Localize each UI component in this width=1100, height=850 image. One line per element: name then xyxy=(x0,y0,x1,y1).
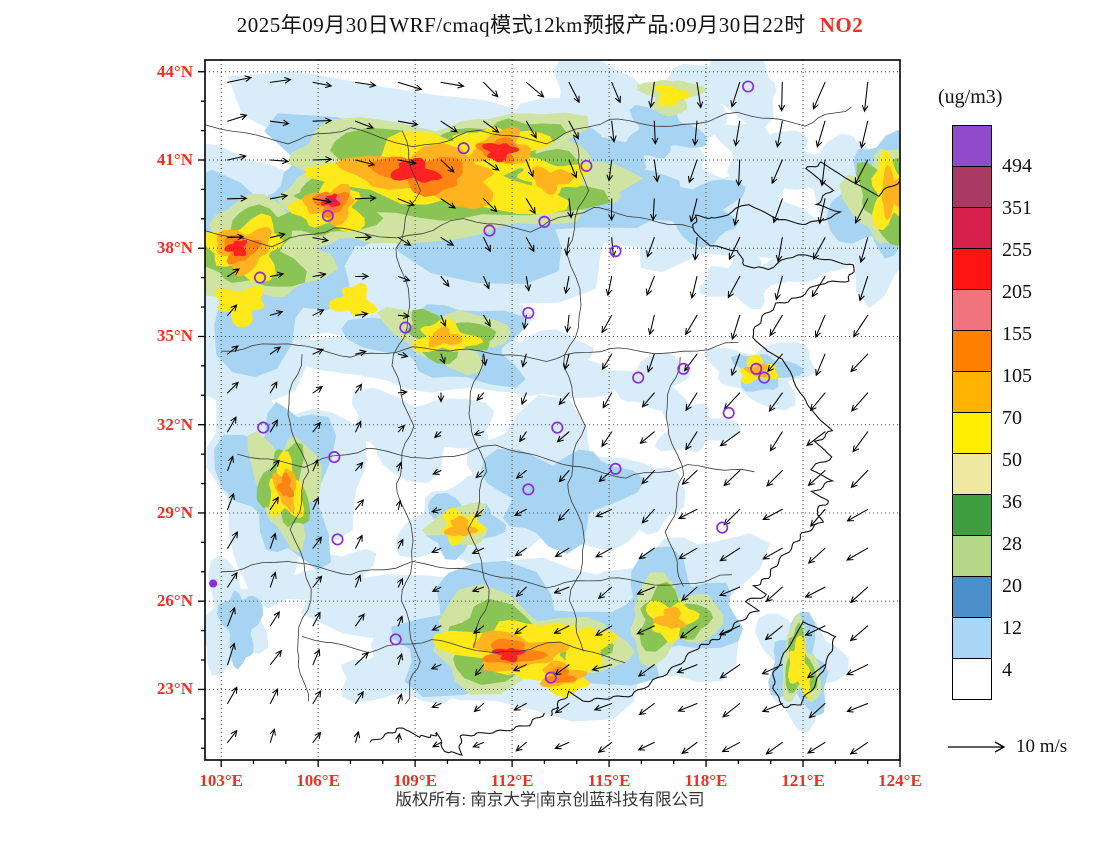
legend-value-label: 155 xyxy=(1002,323,1032,345)
lon-tick-label: 115°E xyxy=(587,771,631,790)
legend: (ug/m3) 494 351 255 205 155 105 70 50 36 28 20 12 4 xyxy=(938,86,1100,700)
legend-color-box xyxy=(952,412,992,454)
lon-tick-label: 121°E xyxy=(781,771,825,790)
legend-color-box xyxy=(952,371,992,413)
lon-tick-label: 112°E xyxy=(490,771,534,790)
axis-ticks xyxy=(198,71,901,767)
legend-unit-label: (ug/m3) xyxy=(938,86,1003,108)
lat-tick-label: 35°N xyxy=(156,326,193,346)
lat-tick-label: 41°N xyxy=(156,150,193,169)
legend-color-box xyxy=(952,617,992,659)
title-text: 2025年09月30日WRF/cmaq模式12km预报产品:09月30日22时 xyxy=(236,13,806,37)
legend-color-box xyxy=(952,330,992,372)
coastlines xyxy=(369,161,900,760)
legend-color-box xyxy=(952,289,992,331)
wind-reference-label: 10 m/s xyxy=(1016,736,1068,757)
legend-value-label: 50 xyxy=(1002,449,1022,471)
legend-color-box xyxy=(952,248,992,290)
page-title: 2025年09月30日WRF/cmaq模式12km预报产品:09月30日22时 N… xyxy=(0,9,1100,39)
lat-tick-label: 29°N xyxy=(156,502,193,522)
legend-value-label: 70 xyxy=(1002,407,1022,429)
legend-color-box xyxy=(952,658,992,700)
lat-tick-label: 23°N xyxy=(156,679,193,699)
legend-color-box xyxy=(952,125,992,167)
wind-arrows xyxy=(227,75,869,755)
lat-tick-label: 26°N xyxy=(156,591,193,611)
legend-value-label: 20 xyxy=(1002,575,1022,597)
legend-value-label: 12 xyxy=(1002,617,1022,639)
title-species: NO2 xyxy=(819,13,864,37)
lon-tick-label: 118°E xyxy=(684,771,728,790)
map-frame xyxy=(204,59,901,761)
legend-color-box xyxy=(952,207,992,249)
legend-value-label: 351 xyxy=(1002,197,1032,219)
lon-tick-label: 109°E xyxy=(393,771,437,790)
legend-color-box xyxy=(952,453,992,495)
lon-tick-label: 124°E xyxy=(878,771,922,790)
city-markers xyxy=(209,80,771,684)
wind-reference: 10 m/s xyxy=(946,736,1100,758)
lat-tick-label: 44°N xyxy=(156,61,193,81)
lon-tick-label: 103°E xyxy=(199,771,243,790)
legend-value-label: 494 xyxy=(1002,155,1032,177)
legend-value-label: 255 xyxy=(1002,239,1032,261)
province-boundaries xyxy=(205,106,852,705)
legend-color-box xyxy=(952,166,992,208)
legend-value-label: 4 xyxy=(1002,659,1012,681)
lon-tick-label: 106°E xyxy=(296,771,340,790)
legend-color-box xyxy=(952,494,992,536)
legend-value-label: 28 xyxy=(1002,533,1022,555)
legend-color-box xyxy=(952,576,992,618)
legend-value-label: 105 xyxy=(1002,365,1032,387)
legend-colorbar: 494 351 255 205 155 105 70 50 36 28 20 12 4 xyxy=(952,125,1100,700)
wind-reference-arrow-icon xyxy=(948,741,1006,753)
lat-tick-label: 38°N xyxy=(156,238,193,258)
lat-tick-label: 32°N xyxy=(156,414,193,434)
map-layers xyxy=(205,60,900,760)
legend-value-label: 205 xyxy=(1002,281,1032,303)
legend-value-label: 36 xyxy=(1002,491,1022,513)
copyright-footer: 版权所有: 南京大学|南京创蓝科技有限公司 xyxy=(395,790,705,809)
map-canvas xyxy=(198,59,901,767)
legend-color-box xyxy=(952,535,992,577)
